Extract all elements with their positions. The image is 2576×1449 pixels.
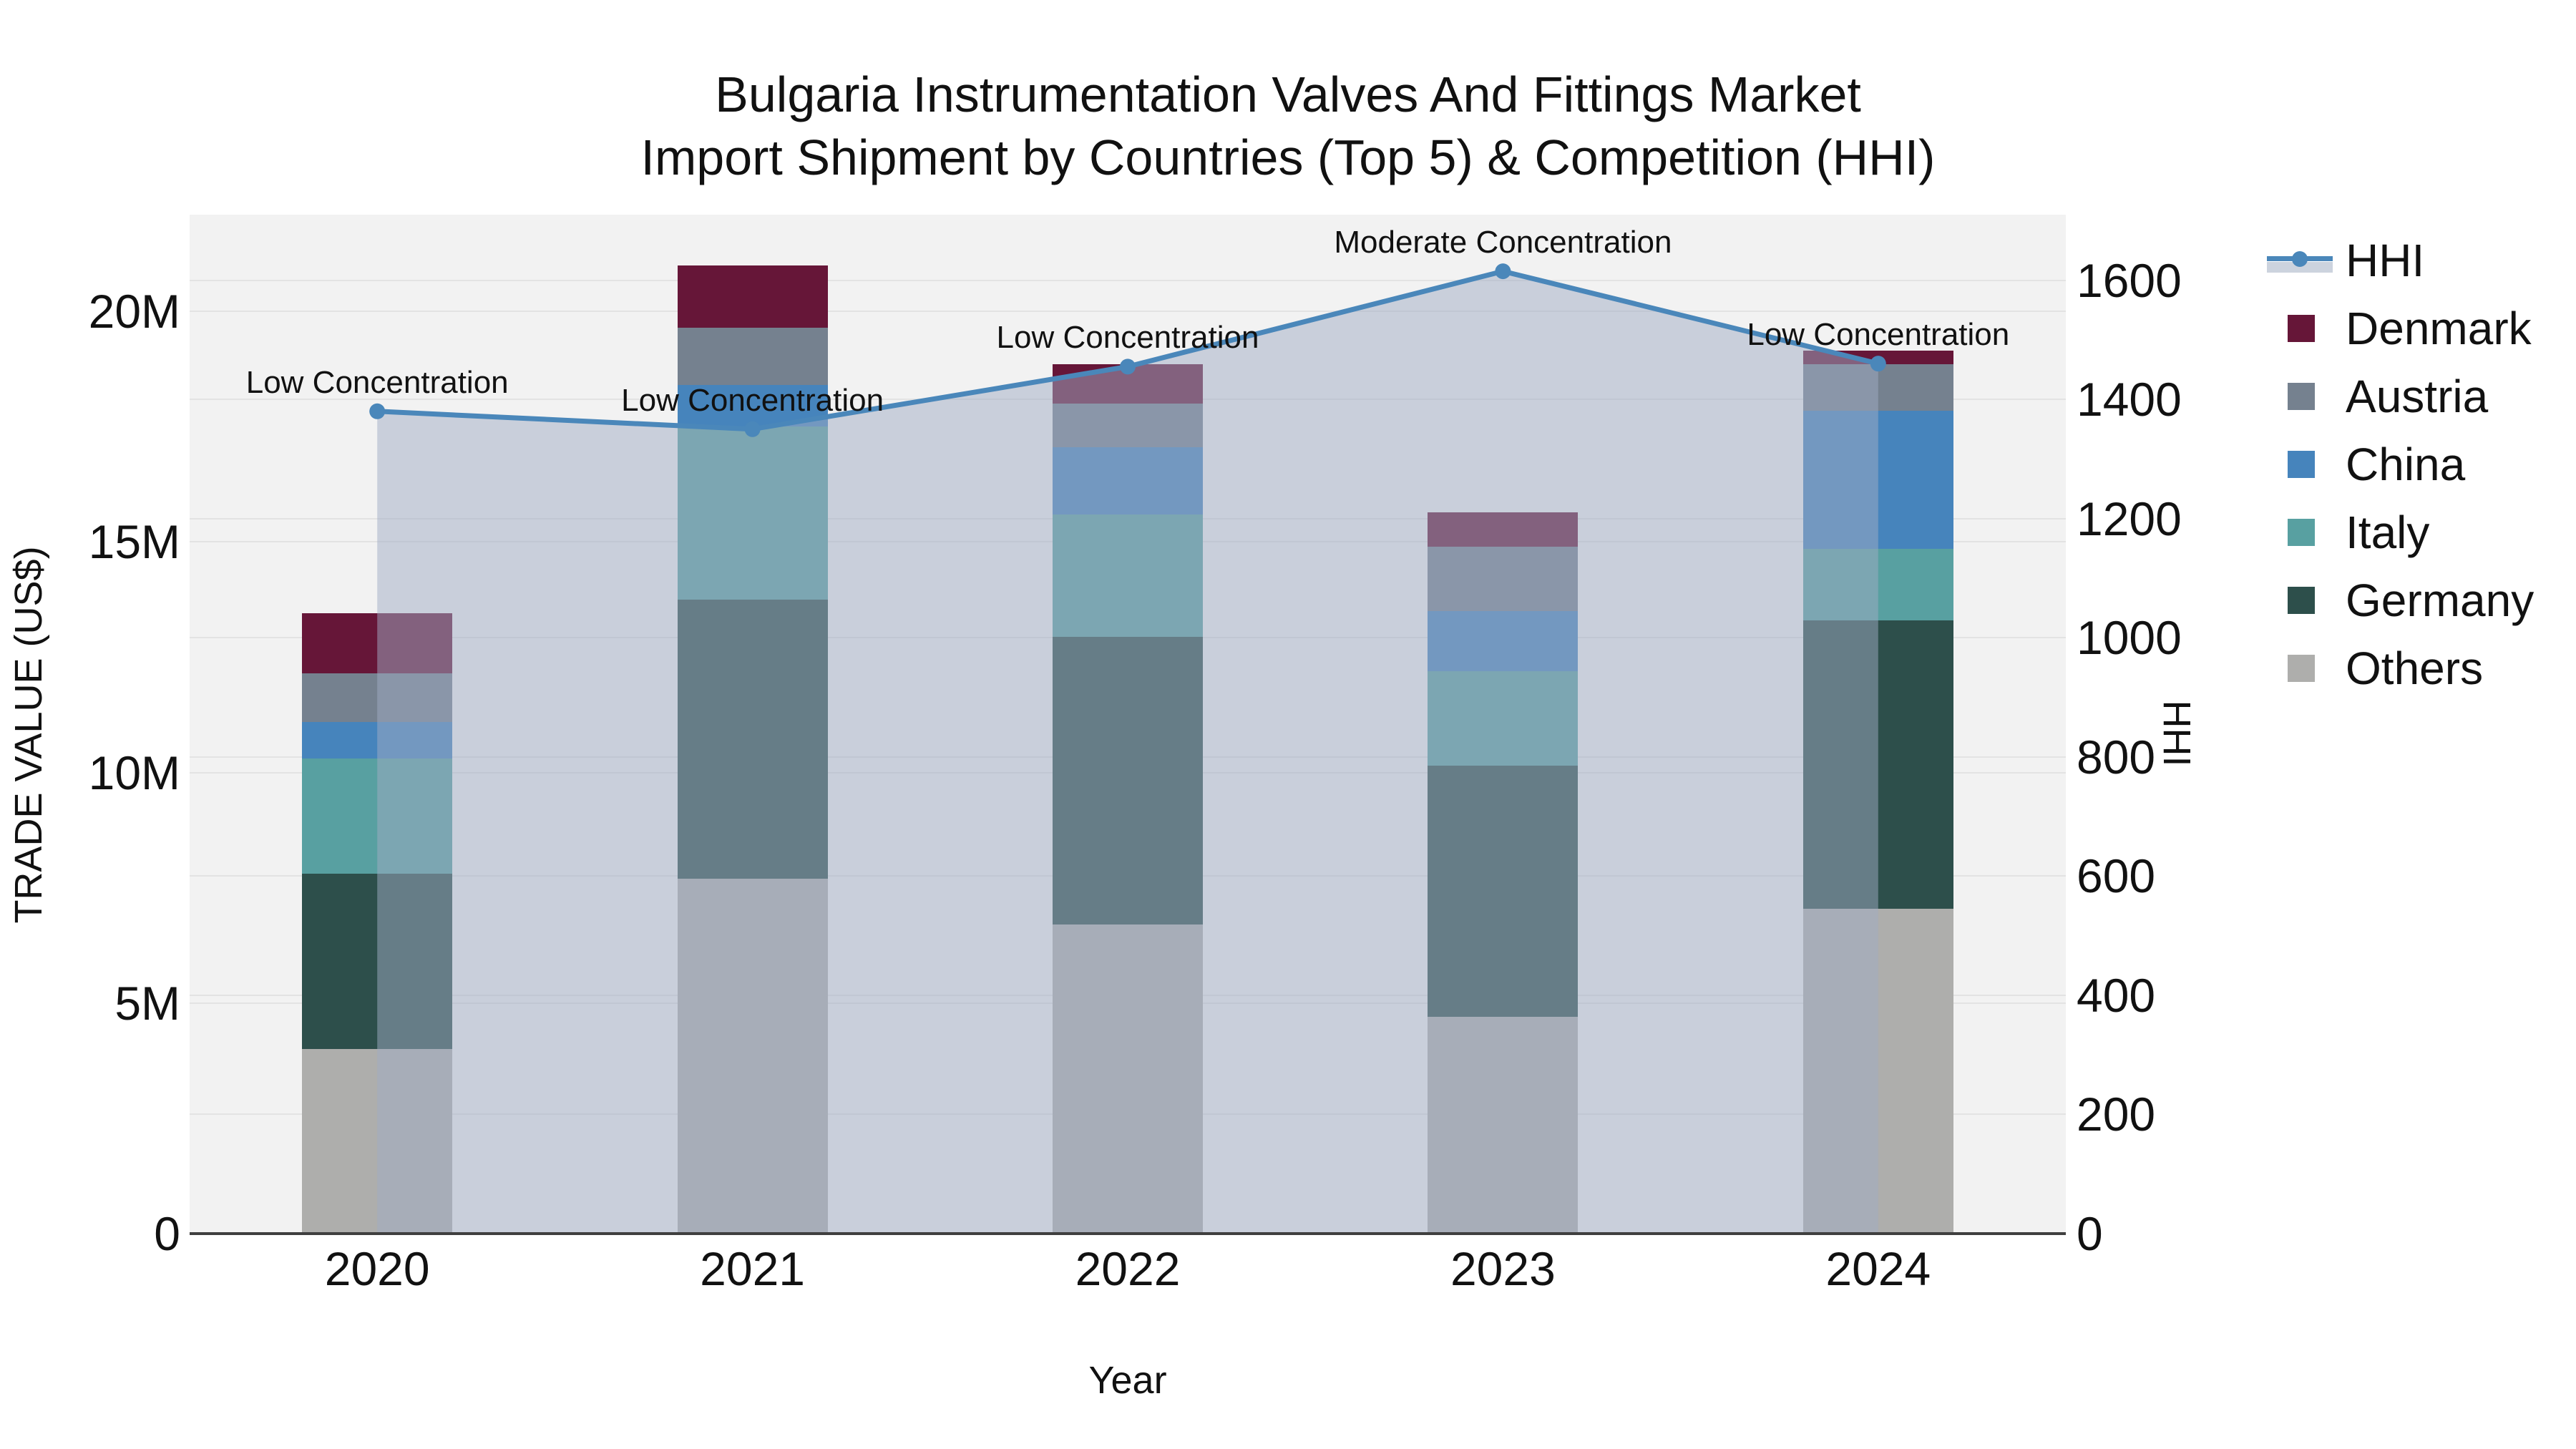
annotation-2024: Low Concentration <box>1747 317 2010 353</box>
left-axis-tick-label: 20M <box>88 285 180 338</box>
hhi-marker <box>369 403 386 419</box>
legend-label: China <box>2346 438 2466 490</box>
legend-swatch-icon <box>2265 382 2346 410</box>
annotation-2023: Moderate Concentration <box>1334 225 1672 260</box>
hhi-line-icon <box>2267 245 2333 276</box>
right-axis-tick-label: 200 <box>2077 1088 2156 1141</box>
bar-segment-denmark <box>677 265 828 328</box>
legend-label: HHI <box>2346 234 2425 286</box>
x-axis-tick-label-2023: 2023 <box>1450 1242 1556 1295</box>
hhi-area-swatch <box>2267 261 2333 273</box>
hhi-overlay <box>369 263 1886 1234</box>
hhi-area-fill <box>377 271 1878 1234</box>
legend-item-denmark[interactable]: Denmark <box>2265 294 2534 362</box>
gridline-right <box>190 279 2066 281</box>
plot-area: Low Concentration Low Concentration Low Co… <box>190 215 2066 1234</box>
legend-swatch-icon <box>2288 586 2315 614</box>
legend-label: Denmark <box>2346 302 2532 354</box>
right-axis-tick-label: 0 <box>2077 1207 2103 1260</box>
right-axis-tick-label: 1000 <box>2077 611 2182 665</box>
hhi-line-icon <box>2265 245 2346 276</box>
left-axis-tick-label: 15M <box>88 515 180 569</box>
x-axis-tick-label-2020: 2020 <box>324 1242 430 1295</box>
legend-item-austria[interactable]: Austria <box>2265 362 2534 430</box>
legend-label: Austria <box>2346 370 2489 422</box>
right-axis-tick-label: 800 <box>2077 730 2156 784</box>
hhi-marker <box>1120 358 1136 375</box>
x-axis-line <box>190 1232 2066 1235</box>
annotation-2021: Low Concentration <box>621 382 884 418</box>
legend-item-hhi[interactable]: HHI <box>2265 226 2534 294</box>
hhi-marker <box>1495 263 1511 280</box>
gridline-left <box>190 311 2066 313</box>
hhi-marker-dot <box>2292 250 2308 267</box>
legend: HHI Denmark Austria China Italy Germany Others <box>2265 226 2534 702</box>
legend-item-italy[interactable]: Italy <box>2265 498 2534 566</box>
right-axis-title: HHI <box>2155 700 2198 767</box>
x-axis-tick-label-2021: 2021 <box>700 1242 806 1295</box>
legend-item-others[interactable]: Others <box>2265 634 2534 702</box>
x-axis-tick-label-2024: 2024 <box>1825 1242 1931 1295</box>
left-axis-title: TRADE VALUE (US$) <box>7 546 50 924</box>
legend-swatch-icon <box>2288 382 2315 410</box>
legend-item-germany[interactable]: Germany <box>2265 566 2534 634</box>
chart-title-line2: Import Shipment by Countries (Top 5) & C… <box>640 130 1936 185</box>
annotation-2020: Low Concentration <box>245 364 509 400</box>
legend-label: Others <box>2346 642 2484 694</box>
right-axis-tick-label: 1400 <box>2077 373 2182 426</box>
legend-swatch-icon <box>2288 450 2315 478</box>
right-axis-tick-label: 1200 <box>2077 492 2182 545</box>
legend-swatch-icon <box>2288 314 2315 342</box>
right-axis-tick-label: 1600 <box>2077 253 2182 307</box>
left-axis-tick-label: 10M <box>88 746 180 799</box>
legend-swatch-icon <box>2288 518 2315 546</box>
chart-title-line1: Bulgaria Instrumentation Valves And Fitt… <box>715 67 1861 122</box>
legend-swatch-icon <box>2265 586 2346 614</box>
legend-label: Italy <box>2346 506 2430 558</box>
x-axis-title: Year <box>1088 1359 1167 1402</box>
chart-title: Bulgaria Instrumentation Valves And Fitt… <box>0 63 2576 189</box>
left-axis-tick-label: 0 <box>154 1207 180 1260</box>
x-axis-tick-label-2022: 2022 <box>1075 1242 1181 1295</box>
legend-label: Germany <box>2346 574 2534 626</box>
bar-segment-austria <box>677 327 828 386</box>
right-axis-tick-label: 600 <box>2077 849 2156 903</box>
annotation-2022: Low Concentration <box>996 320 1259 356</box>
right-axis-tick-label: 400 <box>2077 968 2156 1022</box>
legend-swatch-icon <box>2265 654 2346 682</box>
legend-swatch-icon <box>2265 518 2346 546</box>
legend-swatch-icon <box>2265 450 2346 478</box>
legend-item-china[interactable]: China <box>2265 430 2534 498</box>
hhi-marker <box>1870 356 1886 372</box>
legend-swatch-icon <box>2288 654 2315 682</box>
hhi-marker <box>744 421 761 437</box>
legend-swatch-icon <box>2265 314 2346 342</box>
left-axis-tick-label: 5M <box>114 976 180 1030</box>
